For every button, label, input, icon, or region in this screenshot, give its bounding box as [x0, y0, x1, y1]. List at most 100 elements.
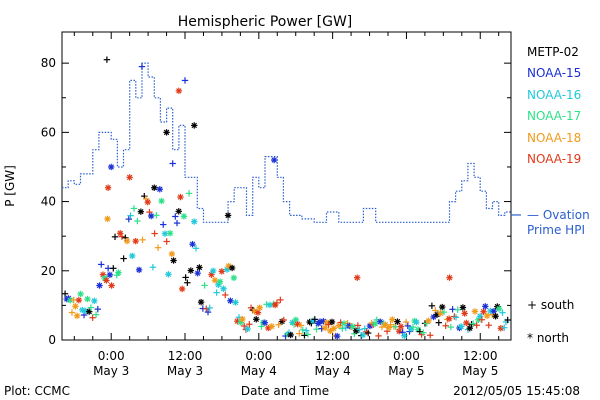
south-point: [470, 320, 477, 327]
south-point: [273, 299, 281, 307]
south-point: [364, 329, 372, 337]
north-point: [178, 285, 186, 293]
north-point: [389, 316, 396, 323]
south-point: [134, 217, 141, 225]
north-point: [321, 324, 329, 332]
south-point: [296, 330, 303, 337]
north-point: [209, 267, 217, 275]
south-point: [172, 213, 179, 220]
north-point: [401, 332, 408, 339]
north-point: [270, 156, 278, 164]
north-point: [166, 230, 174, 237]
south-point: [246, 321, 253, 328]
north-point: [84, 295, 91, 303]
south-point: [402, 318, 410, 326]
legend-item-noaa-18: NOAA-18: [527, 131, 581, 145]
footer-right: 2012/05/05 15:45:08: [453, 384, 580, 398]
north-point: [359, 331, 367, 339]
north-point: [446, 274, 453, 281]
north-point: [104, 184, 112, 191]
south-point: [499, 309, 506, 316]
south-point: [87, 304, 95, 311]
south-point: [154, 244, 162, 251]
north-point: [394, 318, 401, 325]
north-point: [232, 299, 239, 306]
north-point: [156, 186, 163, 193]
south-point: [339, 325, 346, 332]
south-point: [92, 311, 100, 318]
north-point: [256, 304, 263, 311]
legend-item-noaa-15: NOAA-15: [527, 66, 581, 80]
legend-item-noaa-16: NOAA-16: [527, 88, 581, 102]
north-point: [211, 277, 219, 284]
north-point: [445, 315, 453, 322]
north-point: [216, 278, 224, 285]
north-point: [354, 274, 361, 281]
north-point: [333, 332, 341, 340]
north-point: [106, 271, 114, 279]
x-tick-date-label: May 4: [241, 364, 277, 378]
footer-left: Plot: CCMC: [4, 384, 70, 398]
ovation-legend-line2: Prime HPI: [527, 223, 585, 237]
north-point: [126, 174, 133, 181]
north-point: [72, 303, 79, 310]
north-point: [327, 327, 334, 335]
south-point: [139, 236, 146, 244]
north-point: [439, 303, 446, 311]
north-point: [196, 264, 203, 271]
north-point: [457, 323, 465, 330]
north-point: [397, 323, 405, 330]
x-tick-time-label: 0:00: [245, 349, 272, 363]
north-point: [483, 312, 491, 320]
south-point: [447, 323, 455, 331]
north-point: [108, 163, 115, 171]
south-point: [478, 316, 486, 323]
south-point: [426, 332, 434, 339]
north-point: [123, 237, 131, 245]
south-point: [304, 331, 312, 338]
north-point: [430, 313, 437, 321]
ovation-hpi-line: [62, 62, 511, 223]
south-point: [442, 322, 449, 329]
south-point: [454, 306, 461, 313]
south-point: [311, 316, 318, 323]
south-point: [184, 279, 191, 286]
north-point: [230, 274, 238, 282]
x-tick-time-label: 0:00: [393, 349, 420, 363]
south-point: [201, 282, 208, 289]
south-point: [89, 314, 96, 321]
x-tick-time-label: 12:00: [463, 349, 498, 363]
south-point: [160, 221, 167, 228]
north-point: [194, 269, 201, 277]
south-point: [325, 321, 332, 328]
x-tick-time-label: 12:00: [168, 349, 203, 363]
north-point: [147, 212, 155, 220]
north-point: [463, 319, 470, 327]
north-point: [187, 267, 194, 274]
north-point: [459, 304, 467, 311]
south-point: [297, 322, 305, 329]
south-point: [127, 212, 134, 219]
south-point: [301, 332, 308, 339]
legend-item-noaa-17: NOAA-17: [527, 109, 581, 123]
south-point: [240, 322, 248, 330]
south-point: [151, 230, 158, 237]
y-axis-label: P [GW]: [3, 165, 17, 207]
south-point: [387, 321, 394, 328]
legend: METP-02 NOAA-15 NOAA-16 NOAA-17 NOAA-18 …: [527, 45, 590, 345]
south-point: [213, 289, 220, 296]
south-point: [103, 56, 111, 63]
south-point: [375, 332, 382, 340]
north-point: [165, 271, 172, 278]
south-point: [169, 160, 176, 167]
north-point: [115, 269, 122, 276]
north-point: [495, 305, 503, 312]
north-point: [268, 323, 275, 330]
legend-item-metp-02: METP-02: [527, 45, 579, 59]
south-point: [206, 304, 213, 312]
y-tick-label: 40: [41, 195, 56, 209]
north-point: [99, 271, 107, 278]
x-tick-date-label: May 5: [388, 364, 424, 378]
south-point: [149, 263, 157, 271]
